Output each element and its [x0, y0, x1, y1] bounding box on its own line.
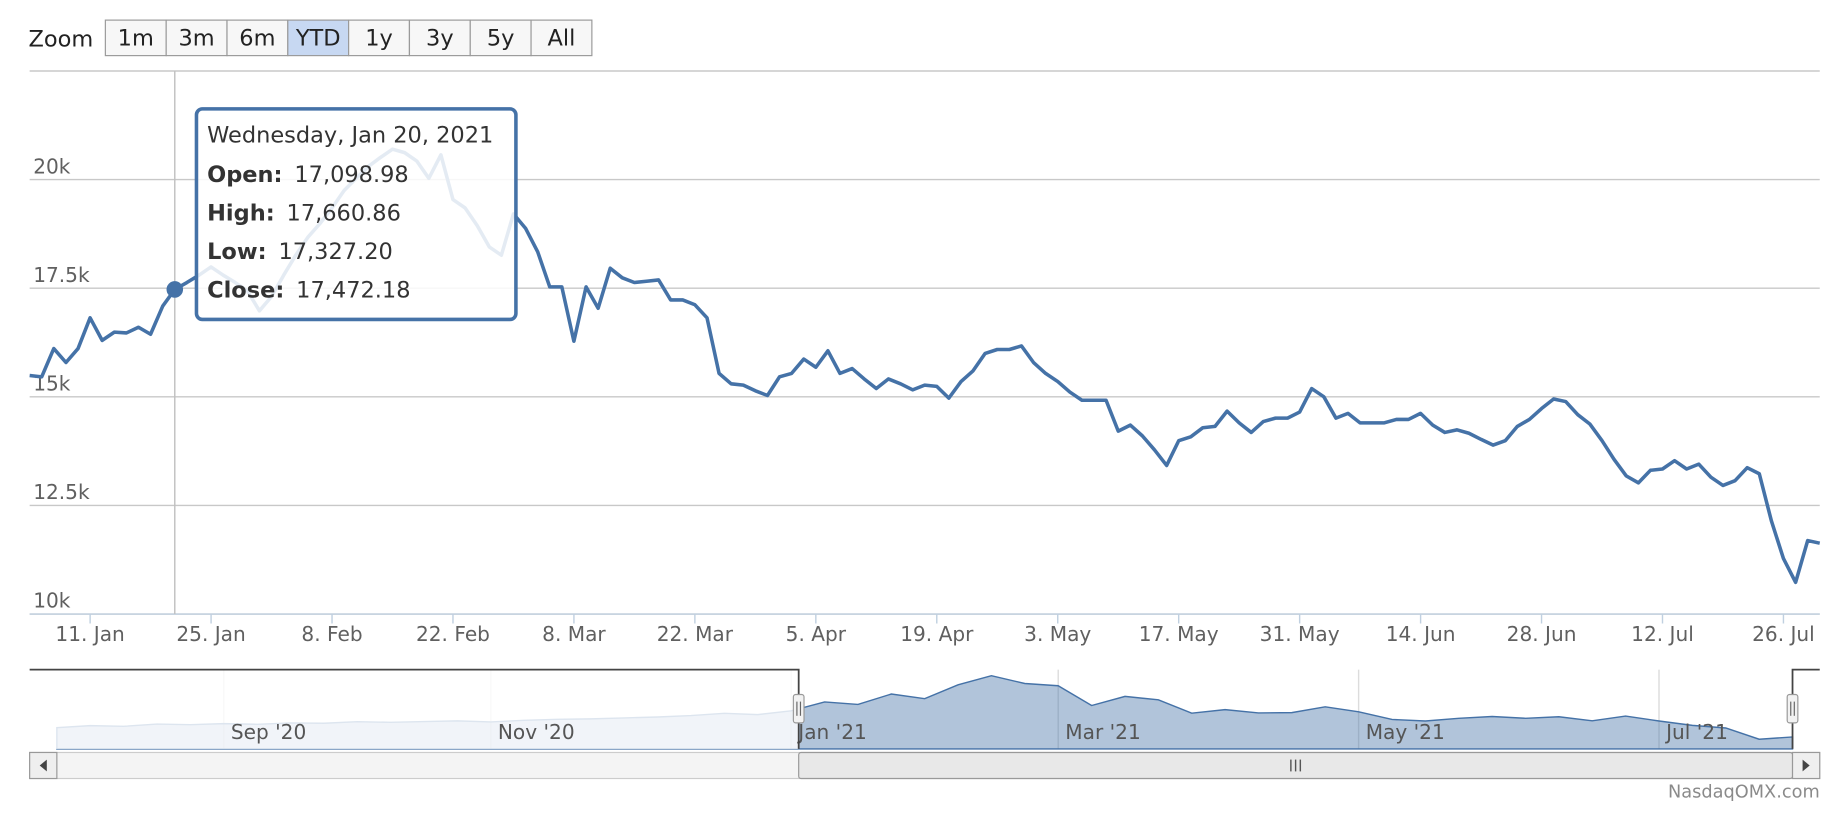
- scrollbar-button[interactable]: [1791, 751, 1821, 780]
- zoom-button-box: [348, 19, 411, 57]
- zoom-button-label: 1y: [365, 26, 393, 52]
- zoom-button-label: 3y: [426, 26, 454, 52]
- zoom-button-label: 6m: [239, 26, 275, 52]
- tooltip: Wednesday, Jan 20, 2021 Open: 17,098.98 Hig…: [194, 107, 518, 322]
- zoom-button-box: [165, 19, 228, 57]
- navigator-label: Mar '21: [1065, 720, 1140, 744]
- navigator-handle[interactable]: [1786, 693, 1799, 724]
- zoom-button[interactable]: 3y: [408, 19, 471, 57]
- navigator-label: Jan '21: [796, 720, 867, 744]
- scrollbar-arrow: [1802, 759, 1810, 772]
- tooltip-date: Wednesday, Jan 20, 2021: [207, 123, 493, 149]
- scrollbar-arrow: [39, 759, 47, 772]
- credits: NasdaqOMX.com: [1668, 783, 1820, 803]
- y-tick-label: 12.5k: [33, 480, 90, 504]
- zoom-button[interactable]: 5y: [469, 19, 532, 57]
- x-tick-label: 17. May: [1139, 622, 1219, 646]
- zoom-button-box: [469, 19, 532, 57]
- zoom-label: Zoom: [28, 27, 93, 53]
- zoom-button[interactable]: YTD: [287, 19, 350, 57]
- handle-box: [1786, 693, 1799, 724]
- zoom-button-label: 1m: [118, 26, 154, 52]
- zoom-button-label: 3m: [178, 26, 214, 52]
- tooltip-row: Low: 17,327.20: [207, 239, 393, 265]
- x-tick-label: 22. Feb: [416, 622, 490, 646]
- zoom-button-box: [530, 19, 593, 57]
- tooltip-row-name: Low:: [207, 239, 267, 265]
- zoom-button[interactable]: 3m: [165, 19, 228, 57]
- x-tick-label: 25. Jan: [176, 622, 245, 646]
- zoom-button-label: All: [548, 26, 576, 52]
- tooltip-row: Open: 17,098.98: [207, 162, 409, 188]
- navigator-label: Sep '20: [231, 720, 306, 744]
- navigator-label: Nov '20: [498, 720, 575, 744]
- x-tick-label: 28. Jun: [1507, 622, 1577, 646]
- zoom-button-box: [408, 19, 471, 57]
- x-tick-label: 19. Apr: [900, 622, 974, 646]
- x-tick-label: 14. Jun: [1386, 622, 1456, 646]
- zoom-button-box: [226, 19, 289, 57]
- tooltip-row-name: High:: [207, 200, 275, 226]
- x-tick-label: 12. Jul: [1631, 622, 1694, 646]
- tooltip-row: Close: 17,472.18: [207, 277, 410, 303]
- x-tick-label: 5. Apr: [786, 622, 847, 646]
- zoom-button[interactable]: 1m: [104, 19, 167, 57]
- x-tick-label: 31. May: [1260, 622, 1340, 646]
- tooltip-row: High: 17,660.86: [207, 200, 401, 226]
- navigator-label: May '21: [1366, 720, 1445, 744]
- tooltip-row-name: Open:: [207, 162, 282, 188]
- zoom-button[interactable]: 6m: [226, 19, 289, 57]
- x-tick-label: 22. Mar: [657, 622, 734, 646]
- scrollbar-button[interactable]: [29, 751, 58, 780]
- zoom-button-label: YTD: [295, 26, 341, 52]
- tooltip-row-value: 17,472.18: [296, 277, 410, 303]
- handle-box: [792, 693, 805, 724]
- navigator-label: Jul '21: [1664, 720, 1728, 744]
- y-tick-label: 17.5k: [33, 263, 90, 287]
- zoom-button-box: [104, 19, 167, 57]
- tooltip-row-name: Close:: [207, 277, 284, 303]
- x-tick-label: 11. Jan: [55, 622, 124, 646]
- tooltip-box: [194, 107, 518, 322]
- scrollbar-thumb[interactable]: [798, 751, 1794, 780]
- tooltip-row-value: 17,660.86: [287, 200, 401, 226]
- zoom-button[interactable]: 1y: [348, 19, 411, 57]
- y-tick-label: 20k: [33, 154, 71, 178]
- zoom-button-label: 5y: [487, 26, 515, 52]
- navigator-handle[interactable]: [792, 693, 805, 724]
- x-tick-label: 8. Feb: [301, 622, 362, 646]
- y-tick-label: 10k: [33, 589, 71, 613]
- tooltip-row-value: 17,098.98: [294, 162, 408, 188]
- zoom-button[interactable]: All: [530, 19, 593, 57]
- tooltip-row-value: 17,327.20: [278, 239, 392, 265]
- x-tick-label: 3. May: [1024, 622, 1091, 646]
- x-tick-label: 8. Mar: [542, 622, 606, 646]
- navigator-mask: [29, 669, 799, 749]
- x-tick-label: 26. Jul: [1752, 622, 1815, 646]
- hover-marker: [166, 281, 184, 298]
